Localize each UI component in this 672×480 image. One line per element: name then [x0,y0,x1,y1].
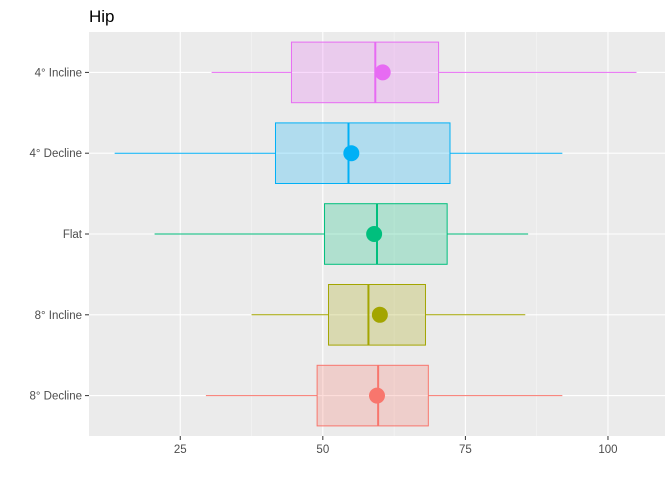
chart-title: Hip [89,7,115,26]
x-axis: 25 50 75 100 [174,436,618,456]
box-group [211,41,637,104]
box-group [154,203,529,265]
box-series [114,41,637,427]
x-tick-label: 25 [174,444,187,456]
y-tick-label: Flat [63,229,83,241]
box-group [205,364,563,427]
x-tick-label: 100 [598,444,617,456]
mean-point [374,64,391,81]
y-tick-label: 4° Incline [35,67,82,79]
x-tick-label: 75 [459,444,472,456]
box-iqr [274,122,451,184]
box-group [251,284,526,346]
box-iqr [324,203,448,265]
mean-point [343,145,360,162]
x-tick-label: 50 [316,444,329,456]
y-axis: 8° Decline 8° Incline Flat 4° Decline 4° Inc… [29,67,89,403]
mean-point [369,387,385,404]
y-tick-label: 8° Decline [29,391,82,403]
y-tick-label: 8° Incline [35,310,82,322]
box-iqr [290,41,440,104]
y-tick-label: 4° Decline [29,148,82,160]
mean-point [371,306,388,323]
box-group [114,122,563,184]
mean-point [366,226,383,242]
